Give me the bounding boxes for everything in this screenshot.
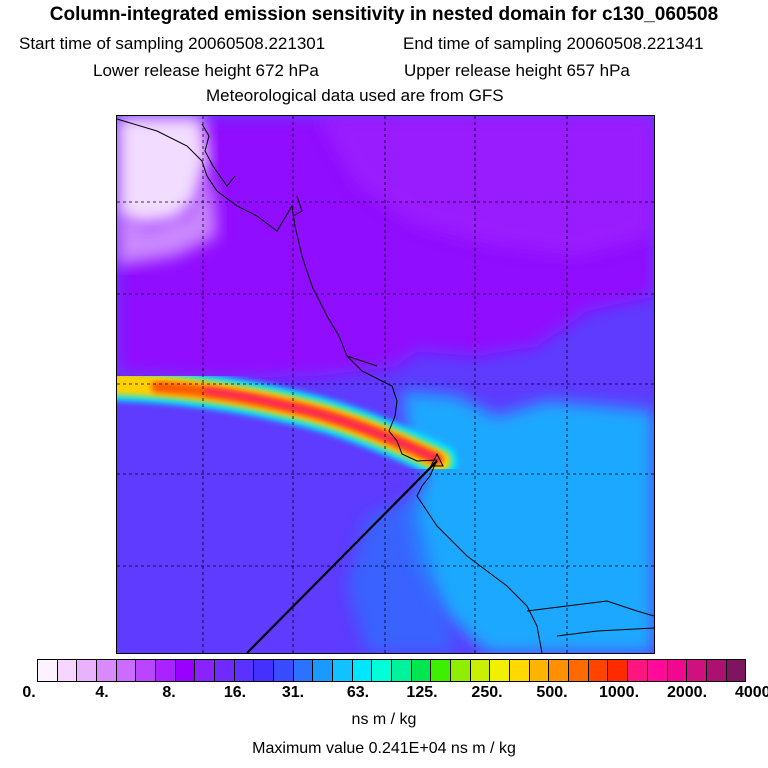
colorbar-swatch	[333, 660, 353, 681]
colorbar	[37, 659, 746, 682]
colorbar-swatch	[667, 660, 688, 681]
colorbar-swatch	[293, 660, 314, 681]
colorbar-tick-label: 125.	[406, 684, 438, 701]
colorbar-tick-label: 4.	[95, 684, 109, 701]
colorbar-swatch	[608, 660, 629, 681]
colorbar-swatch	[57, 660, 78, 681]
lower-release-label: Lower release height 672 hPa	[93, 61, 319, 80]
colorbar-swatch	[628, 660, 648, 681]
colorbar-swatch	[451, 660, 471, 681]
purple-field-light	[317, 116, 654, 256]
colorbar-swatch	[490, 660, 511, 681]
colorbar-swatch	[529, 660, 550, 681]
colorbar-swatch	[175, 660, 196, 681]
flight-track	[246, 460, 438, 653]
colorbar-tick-label: 2000.	[666, 684, 708, 701]
colorbar-swatch	[372, 660, 393, 681]
start-time-label: Start time of sampling 20060508.221301	[19, 34, 326, 53]
end-time-label: End time of sampling 20060508.221341	[403, 34, 704, 53]
emission-sensitivity-map	[116, 115, 655, 654]
colorbar-swatch	[234, 660, 255, 681]
colorbar-tick-label: 250.	[471, 684, 503, 701]
colorbar-tick-label: 4000.	[734, 684, 768, 701]
colorbar-swatch	[136, 660, 157, 681]
colorbar-tick-label: 63.	[346, 684, 370, 701]
colorbar-swatch	[411, 660, 432, 681]
colorbar-tick-label: 0.	[22, 684, 36, 701]
plot-title: Column-integrated emission sensitivity i…	[49, 4, 719, 25]
colorbar-swatch	[569, 660, 589, 681]
release-point-marker	[430, 452, 444, 467]
colorbar-swatch	[352, 660, 373, 681]
colorbar-swatch	[156, 660, 176, 681]
colorbar-swatch	[588, 660, 609, 681]
colorbar-swatch	[549, 660, 570, 681]
coastline	[117, 118, 654, 653]
colorbar-tick-label: 31.	[281, 684, 305, 701]
colorbar-swatch	[706, 660, 727, 681]
colorbar-swatch	[38, 660, 58, 681]
colorbar-tick-label: 16.	[223, 684, 247, 701]
colorbar-units: ns m / kg	[351, 711, 417, 728]
colorbar-swatch	[195, 660, 216, 681]
upper-release-label: Upper release height 657 hPa	[404, 61, 630, 80]
colorbar-swatch	[687, 660, 707, 681]
colorbar-swatch	[510, 660, 530, 681]
colorbar-swatch	[274, 660, 294, 681]
emission-plume	[117, 367, 457, 478]
colorbar-swatch	[392, 660, 412, 681]
colorbar-swatch	[313, 660, 334, 681]
colorbar-tick-label: 1000.	[598, 684, 640, 701]
colorbar-swatch	[77, 660, 98, 681]
low-sensitivity-area	[117, 116, 209, 226]
colorbar-swatch	[254, 660, 275, 681]
colorbar-swatch	[116, 660, 137, 681]
colorbar-tick-label: 8.	[162, 684, 176, 701]
maximum-value-label: Maximum value 0.241E+04 ns m / kg	[252, 740, 516, 757]
colorbar-swatch	[431, 660, 452, 681]
high-sensitivity-blue	[402, 391, 654, 653]
colorbar-tick-label: 500.	[536, 684, 568, 701]
met-data-label: Meteorological data used are from GFS	[206, 86, 504, 105]
colorbar-swatch	[97, 660, 117, 681]
colorbar-swatch	[470, 660, 491, 681]
colorbar-swatch	[726, 660, 746, 681]
colorbar-swatch	[215, 660, 235, 681]
colorbar-swatch	[647, 660, 668, 681]
